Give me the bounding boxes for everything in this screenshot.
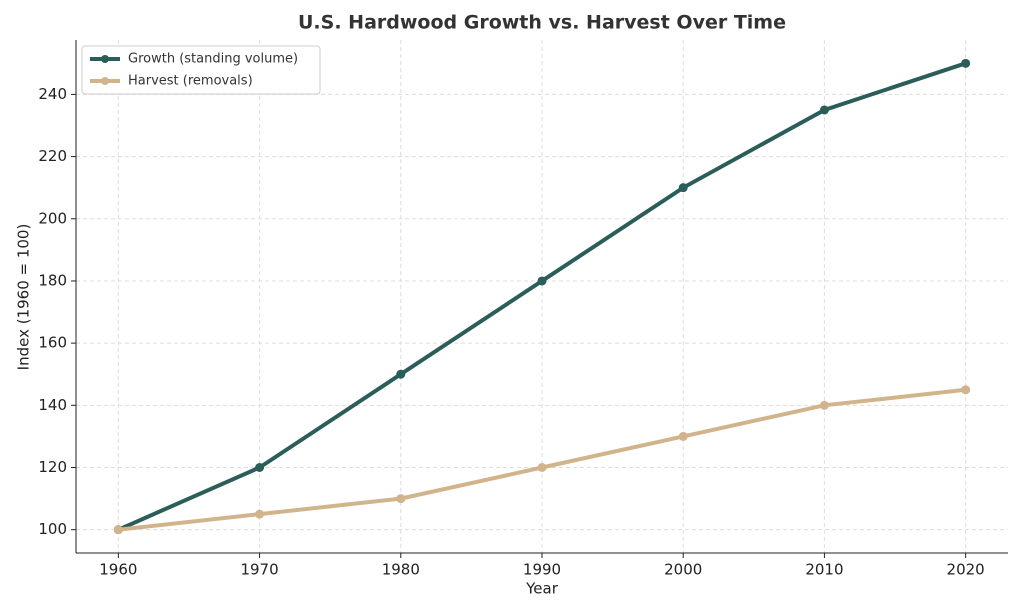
legend-marker — [101, 77, 109, 85]
data-point — [537, 276, 547, 286]
data-point — [113, 525, 123, 535]
x-tick-label: 1990 — [523, 561, 561, 579]
data-point — [255, 509, 265, 519]
x-tick-label: 1980 — [382, 561, 420, 579]
x-tick-label: 1960 — [99, 561, 137, 579]
x-axis-label: Year — [525, 580, 559, 598]
legend-label: Growth (standing volume) — [128, 52, 298, 67]
data-point — [678, 431, 688, 441]
chart-title: U.S. Hardwood Growth vs. Harvest Over Ti… — [298, 12, 786, 34]
data-point — [678, 183, 688, 193]
data-point — [961, 58, 971, 68]
x-tick-label: 2020 — [947, 561, 985, 579]
data-point — [537, 463, 547, 472]
x-tick-label: 2000 — [664, 561, 702, 579]
y-tick-label: 200 — [38, 209, 67, 227]
data-point — [255, 463, 265, 472]
y-tick-label: 120 — [38, 458, 67, 476]
y-tick-label: 220 — [38, 147, 67, 165]
y-tick-label: 140 — [38, 396, 67, 414]
legend-marker — [101, 55, 109, 63]
y-tick-label: 180 — [38, 271, 67, 289]
y-tick-label: 240 — [38, 85, 67, 103]
data-point — [396, 369, 406, 379]
y-tick-label: 160 — [38, 334, 67, 352]
legend-label: Harvest (removals) — [128, 74, 253, 89]
x-tick-label: 2010 — [805, 561, 843, 579]
x-tick-label: 1970 — [240, 561, 278, 579]
y-axis-label: Index (1960 = 100) — [15, 224, 33, 371]
legend-box — [81, 45, 321, 95]
y-tick-label: 100 — [38, 520, 67, 538]
data-point — [396, 494, 406, 504]
data-point — [819, 400, 829, 410]
data-point — [961, 385, 971, 395]
series-line — [118, 387, 966, 532]
data-point — [819, 105, 829, 115]
